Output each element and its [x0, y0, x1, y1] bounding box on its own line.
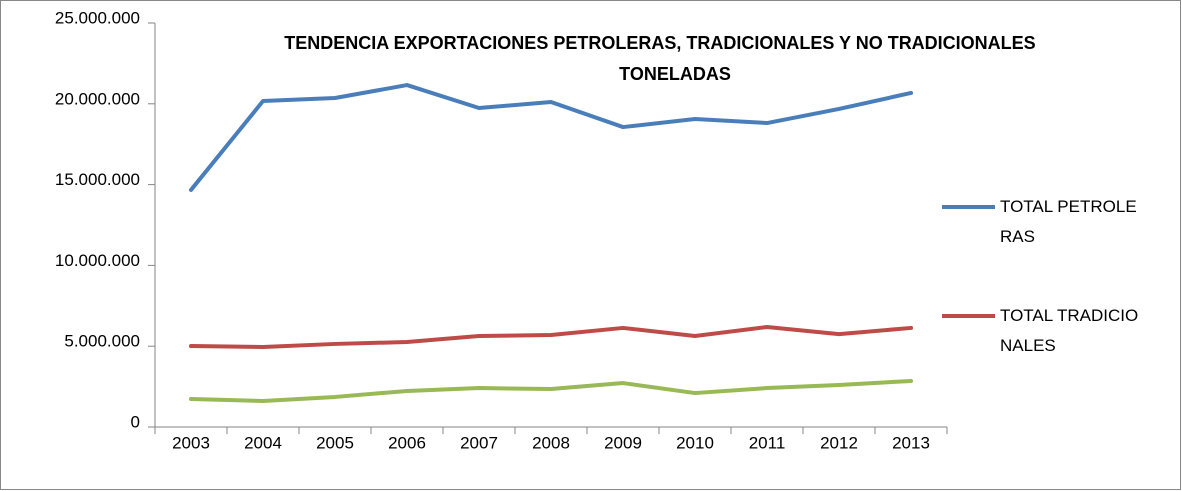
legend-label: TOTAL PETROLERAS: [1000, 197, 1137, 246]
x-tick-label: 2013: [892, 433, 930, 452]
y-tick-label: 20.000.000: [55, 89, 140, 108]
chart-subtitle: TONELADAS: [619, 64, 731, 84]
x-tick-label: 2003: [172, 433, 210, 452]
series-line: [189, 324, 913, 350]
x-tick-label: 2009: [604, 433, 642, 452]
x-tick-label: 2006: [388, 433, 426, 452]
x-tick-label: 2012: [820, 433, 858, 452]
series-line: [189, 83, 913, 192]
chart-title: TENDENCIA EXPORTACIONES PETROLERAS, TRAD…: [284, 33, 1036, 53]
x-tick-label: 2011: [749, 433, 786, 452]
y-tick-label: 10.000.000: [55, 251, 140, 270]
x-tick-label: 2007: [460, 433, 498, 452]
y-tick-label: 15.000.000: [55, 170, 140, 189]
legend-label: TOTAL TRADICIONALES: [1000, 306, 1139, 355]
x-tick-label: 2004: [244, 433, 282, 452]
chart-title-block: TENDENCIA EXPORTACIONES PETROLERAS, TRAD…: [250, 28, 1070, 90]
y-tick-label: 25.000.000: [55, 8, 140, 27]
y-tick-label: 0: [131, 412, 140, 431]
y-tick-label: 5.000.000: [64, 332, 140, 351]
x-tick-label: 2005: [316, 433, 354, 452]
x-tick-label: 2008: [532, 433, 570, 452]
x-tick-label: 2010: [676, 433, 714, 452]
series-line: [189, 378, 913, 403]
